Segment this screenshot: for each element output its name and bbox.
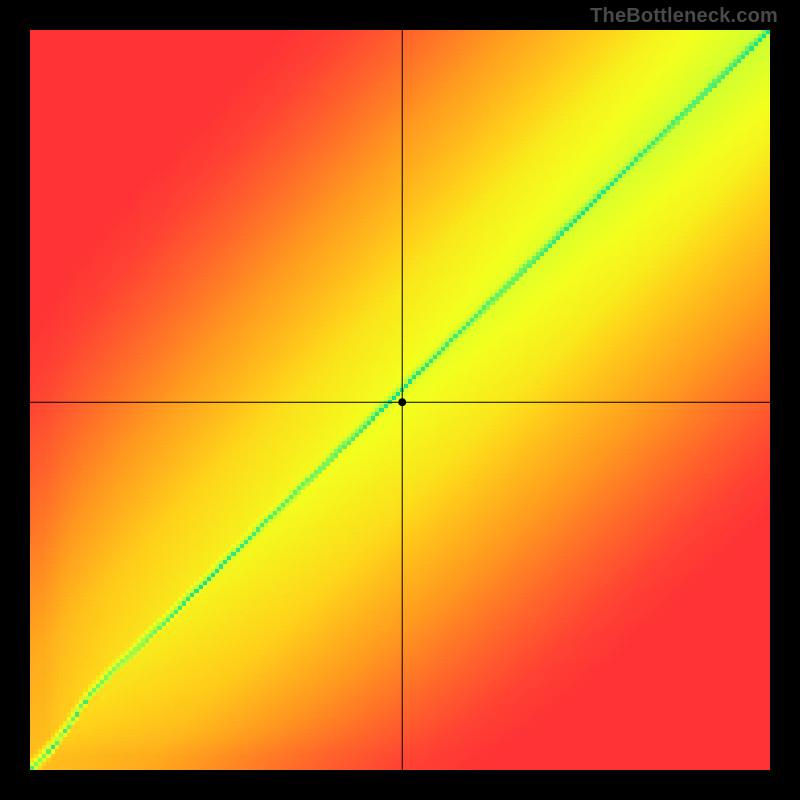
chart-container: TheBottleneck.com: [0, 0, 800, 800]
watermark-text: TheBottleneck.com: [590, 5, 778, 28]
bottleneck-heatmap: [30, 30, 770, 770]
